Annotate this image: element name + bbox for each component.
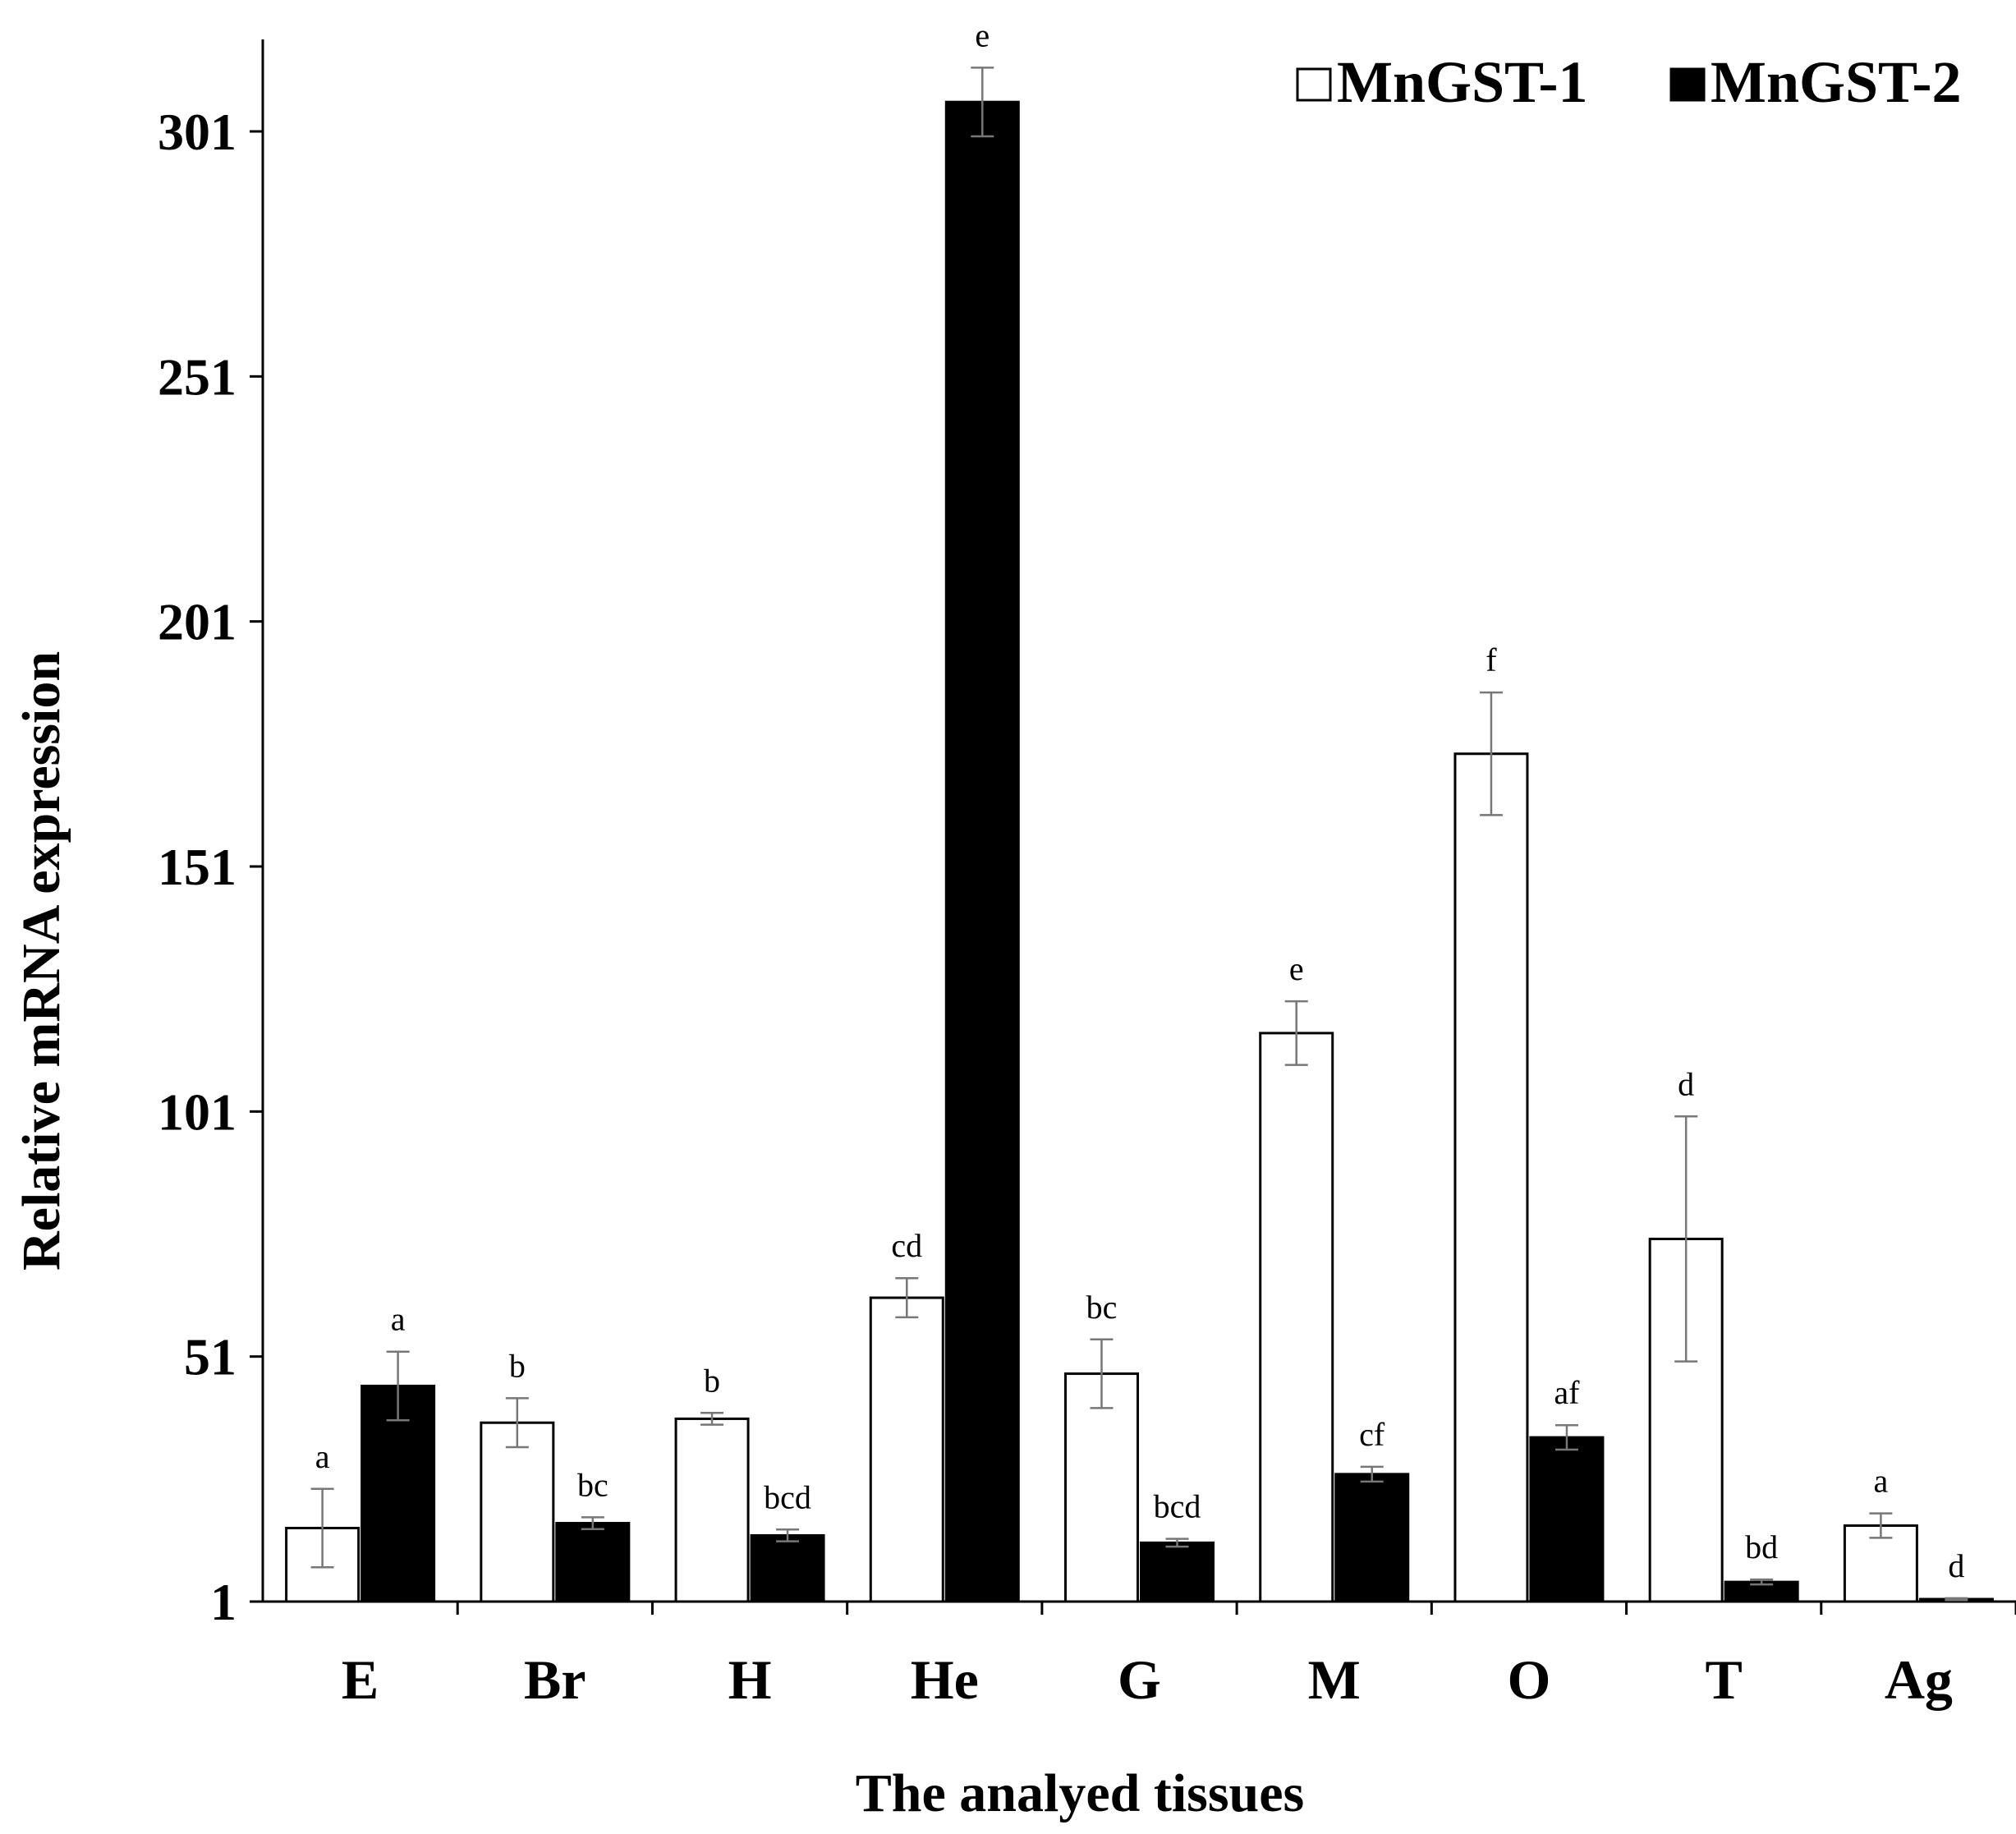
x-tick-label: O bbox=[1507, 1648, 1550, 1711]
y-tick-label: 201 bbox=[158, 593, 237, 651]
bar bbox=[1453, 752, 1529, 1603]
significance-label: bc bbox=[1086, 1289, 1118, 1326]
significance-label: bcd bbox=[764, 1478, 811, 1515]
bar bbox=[1529, 1436, 1605, 1603]
significance-label: e bbox=[1289, 950, 1304, 987]
legend-label-mngst-2: MnGST-2 bbox=[1711, 49, 1961, 115]
legend-swatch-mngst-2 bbox=[1669, 67, 1706, 102]
legend-label-mngst-1: MnGST-1 bbox=[1337, 49, 1587, 115]
x-tick-label: Br bbox=[524, 1648, 586, 1711]
significance-label: af bbox=[1554, 1374, 1580, 1411]
y-tick-label: 301 bbox=[158, 103, 237, 161]
bar bbox=[1259, 1032, 1334, 1603]
significance-label: a bbox=[1874, 1463, 1889, 1500]
significance-label: d bbox=[1678, 1065, 1694, 1102]
legend-swatch-mngst-1 bbox=[1296, 67, 1332, 102]
axes bbox=[250, 39, 2016, 1615]
significance-label: d bbox=[1948, 1547, 1964, 1584]
bar bbox=[360, 1384, 436, 1603]
x-axis-title: The analyed tissues bbox=[856, 1763, 1304, 1823]
significance-label: bcd bbox=[1154, 1488, 1201, 1525]
bar bbox=[555, 1522, 631, 1603]
significance-label: cd bbox=[891, 1227, 922, 1264]
bar bbox=[1140, 1541, 1215, 1603]
bar bbox=[1064, 1372, 1139, 1603]
y-tick-label: 101 bbox=[158, 1082, 237, 1141]
significance-label: a bbox=[391, 1301, 406, 1338]
significance-label: f bbox=[1486, 641, 1497, 678]
significance-label: b bbox=[704, 1362, 720, 1399]
bar bbox=[674, 1417, 750, 1603]
y-axis-title: Relative mRNA expression bbox=[11, 651, 71, 1271]
significance-label: bd bbox=[1745, 1528, 1778, 1565]
bar bbox=[750, 1533, 825, 1603]
x-tick-label: E bbox=[342, 1648, 379, 1711]
significance-label: e bbox=[975, 16, 990, 53]
x-tick-label: Ag bbox=[1885, 1648, 1953, 1711]
significance-label: b bbox=[509, 1347, 526, 1384]
significance-label: cf bbox=[1359, 1416, 1385, 1453]
significance-label: a bbox=[315, 1438, 330, 1475]
bar-marks bbox=[285, 67, 1994, 1603]
x-tick-label: M bbox=[1308, 1648, 1361, 1711]
y-tick-label: 251 bbox=[158, 347, 237, 406]
y-tick-label: 51 bbox=[184, 1328, 237, 1386]
x-tick-label: He bbox=[911, 1648, 979, 1711]
bar bbox=[480, 1421, 555, 1603]
significance-label: bc bbox=[577, 1466, 608, 1503]
chart-labels: 151101151201251301EaaBrbbcHbbcdHecdeGbcb… bbox=[158, 16, 1964, 1711]
x-tick-label: H bbox=[728, 1648, 772, 1711]
x-tick-label: G bbox=[1118, 1648, 1161, 1711]
bar bbox=[1334, 1473, 1410, 1603]
bar bbox=[869, 1296, 944, 1603]
y-tick-label: 1 bbox=[210, 1573, 237, 1631]
bar bbox=[944, 100, 1020, 1603]
legend: MnGST-1 MnGST-2 bbox=[1296, 49, 1961, 115]
y-tick-label: 151 bbox=[158, 838, 237, 896]
x-tick-label: T bbox=[1705, 1648, 1742, 1711]
